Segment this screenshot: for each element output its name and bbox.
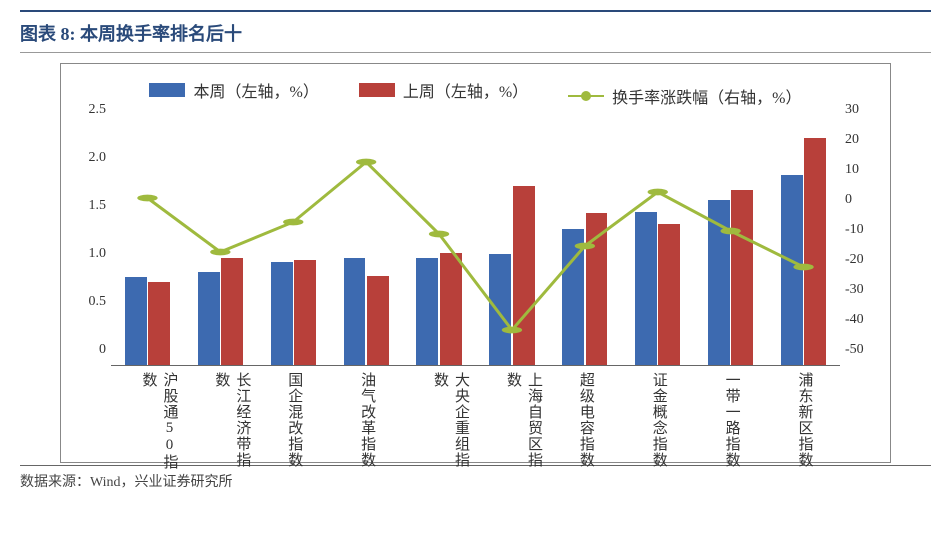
baseline bbox=[111, 365, 840, 366]
y-right-tick: -30 bbox=[845, 282, 885, 298]
y-right-tick: -20 bbox=[845, 252, 885, 268]
x-axis-label: 上海自贸区指数 bbox=[503, 372, 545, 472]
pct-change-marker bbox=[575, 243, 595, 250]
pct-change-marker bbox=[137, 195, 157, 202]
legend-item-this-week: 本周（左轴，%） bbox=[149, 78, 318, 102]
legend-label-pct-change: 换手率涨跌幅（右轴，%） bbox=[612, 84, 801, 108]
y-right-tick: -50 bbox=[845, 342, 885, 358]
legend-label-this-week: 本周（左轴，%） bbox=[193, 78, 318, 102]
legend-swatch-this-week bbox=[149, 83, 185, 97]
legend-item-last-week: 上周（左轴，%） bbox=[359, 78, 528, 102]
y-left-tick: 1.0 bbox=[71, 246, 106, 262]
chart-area: 本周（左轴，%） 上周（左轴，%） 换手率涨跌幅（右轴，%） 00.51.01.… bbox=[60, 63, 891, 463]
x-axis-label: 国企混改指数 bbox=[284, 372, 305, 468]
legend-item-pct-change: 换手率涨跌幅（右轴，%） bbox=[568, 84, 801, 108]
y-right-tick: 30 bbox=[845, 102, 885, 118]
pct-change-marker bbox=[793, 264, 813, 271]
line-layer bbox=[111, 126, 840, 366]
chart-title-row: 图表 8: 本周换手率排名后十 bbox=[20, 10, 931, 53]
y-axis-left: 00.51.01.52.02.5 bbox=[71, 126, 106, 366]
pct-change-marker bbox=[648, 189, 668, 196]
legend-swatch-pct-change bbox=[568, 95, 604, 97]
x-axis-label: 超级电容指数 bbox=[576, 372, 597, 468]
y-right-tick: 20 bbox=[845, 132, 885, 148]
title-separator bbox=[20, 52, 931, 53]
legend-swatch-last-week bbox=[359, 83, 395, 97]
x-axis-label: 一带一路指数 bbox=[722, 372, 743, 468]
plot-area: 00.51.01.52.02.5 -50-40-30-20-100102030 bbox=[111, 126, 840, 366]
x-axis-label: 沪股通50指数 bbox=[138, 372, 180, 472]
legend-label-last-week: 上周（左轴，%） bbox=[403, 78, 528, 102]
y-left-tick: 2.5 bbox=[71, 102, 106, 118]
x-axis-label: 证金概念指数 bbox=[649, 372, 670, 468]
x-axis-labels: 沪股通50指数长江经济带指数 国企混改指数 油气改革指数 大央企重组指数上海自贸区指数… bbox=[111, 372, 840, 472]
y-left-tick: 0.5 bbox=[71, 294, 106, 310]
pct-change-marker bbox=[502, 327, 522, 334]
y-left-tick: 0 bbox=[71, 342, 106, 358]
pct-change-marker bbox=[283, 219, 303, 226]
x-axis-label: 大央企重组指数 bbox=[430, 372, 472, 472]
x-axis-label: 油气改革指数 bbox=[357, 372, 378, 468]
legend: 本周（左轴，%） 上周（左轴，%） 换手率涨跌幅（右轴，%） bbox=[61, 64, 890, 118]
pct-change-marker bbox=[356, 159, 376, 166]
pct-change-marker bbox=[429, 231, 449, 238]
chart-title: 图表 8: 本周换手率排名后十 bbox=[20, 20, 931, 46]
y-left-tick: 1.5 bbox=[71, 198, 106, 214]
pct-change-marker bbox=[720, 228, 740, 235]
y-right-tick: 0 bbox=[845, 192, 885, 208]
y-right-tick: -10 bbox=[845, 222, 885, 238]
y-right-tick: 10 bbox=[845, 162, 885, 178]
pct-change-line bbox=[147, 162, 803, 330]
pct-change-marker bbox=[210, 249, 230, 256]
y-axis-right: -50-40-30-20-100102030 bbox=[845, 126, 885, 366]
y-right-tick: -40 bbox=[845, 312, 885, 328]
x-axis-label: 浦东新区指数 bbox=[795, 372, 816, 468]
y-left-tick: 2.0 bbox=[71, 150, 106, 166]
line-svg bbox=[111, 126, 840, 366]
x-axis-label: 长江经济带指数 bbox=[211, 372, 253, 472]
